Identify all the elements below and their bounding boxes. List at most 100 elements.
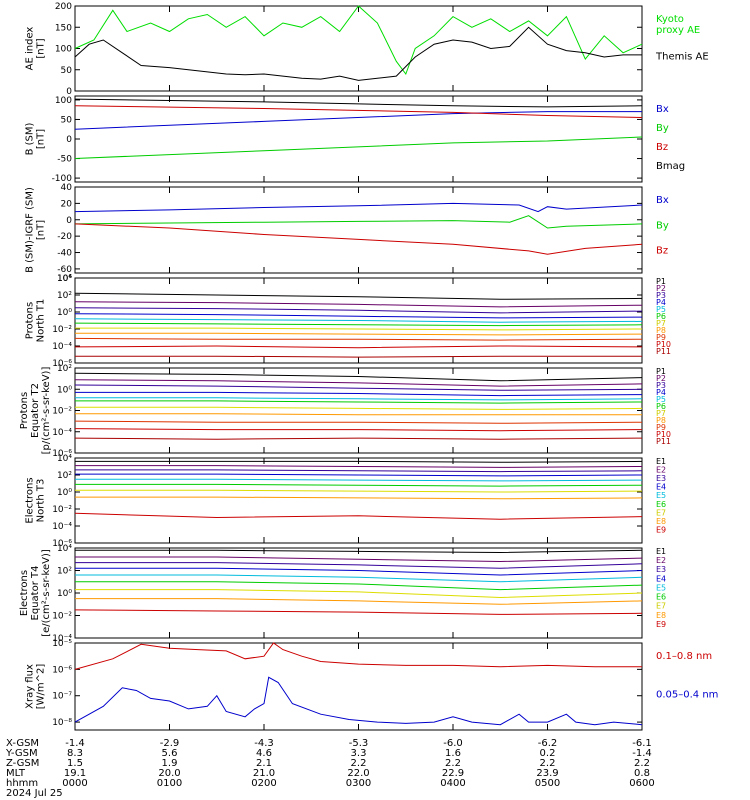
y-tick-label: 10⁻⁵ — [52, 639, 72, 649]
y-tick-label: 150 — [55, 23, 72, 33]
legend-label: Bz — [656, 246, 668, 257]
legend-label: Bx — [656, 195, 669, 206]
legend-label: E3 — [656, 474, 666, 483]
series-line-p9 — [74, 337, 643, 341]
series-line-p4 — [75, 391, 643, 397]
y-axis-label: [e/(cm²-s-sr-keV)] — [41, 549, 52, 637]
footer-cell: 20.0 — [158, 768, 180, 779]
footer-cell: 1.9 — [162, 758, 178, 769]
legend-label: Bz — [656, 142, 668, 153]
footer-cell: 0600 — [629, 778, 654, 789]
legend-label: P10 — [656, 340, 671, 349]
series-line-e7 — [75, 489, 643, 493]
y-tick-label: 100 — [55, 96, 72, 106]
series-line-p7 — [75, 327, 643, 331]
footer-cell: -6.1 — [632, 738, 652, 749]
y-tick-label: 10⁻⁸ — [52, 718, 72, 728]
y-tick-label: 100 — [55, 45, 72, 55]
y-tick-label: -40 — [57, 249, 72, 259]
y-axis-label: Electrons — [25, 477, 36, 523]
footer-row-label: Z-GSM — [6, 758, 39, 769]
series-line-p6 — [74, 322, 643, 327]
panel-bsm: -100 -50 0 50 100 B (SM) [nT] Bx By Bz Bmag — [25, 95, 685, 184]
footer-cell: 0400 — [440, 778, 465, 789]
footer-cell: -1.4 — [65, 738, 85, 749]
legend-label: E4 — [656, 483, 666, 492]
footer-cell: 2.2 — [445, 758, 461, 769]
series-line-e5 — [75, 478, 643, 482]
footer-cell: -6.2 — [538, 738, 558, 749]
panel-en: 10⁴ 10² 10⁰ 10⁻² 10⁻⁴ 10⁻⁶ Electrons North T3 E1… — [25, 454, 667, 549]
footer-row-label: MLT — [6, 768, 26, 779]
legend-label: E8 — [656, 517, 666, 526]
footer-cell: -5.3 — [349, 738, 369, 749]
y-tick-label: 10⁻² — [52, 407, 72, 417]
series-line-e3 — [75, 469, 643, 473]
y-tick-label: 10⁻² — [52, 612, 72, 622]
y-axis-label: B (SM)-IGRF (SM) — [25, 187, 36, 273]
series-line-e1 — [75, 460, 643, 463]
series-line-e8 — [75, 496, 643, 500]
legend-label: E7 — [656, 602, 666, 611]
series-line-p9 — [74, 420, 643, 424]
legend-label: Kyoto — [656, 14, 684, 25]
legend-label: E2 — [656, 466, 666, 475]
legend-label: P2 — [656, 284, 666, 293]
series-line-e2 — [75, 556, 643, 563]
series-line-0.05–0.4-nm — [74, 676, 643, 726]
footer-cell: 2.2 — [634, 758, 650, 769]
y-tick-label: 10⁰ — [57, 589, 72, 599]
legend-label: P4 — [656, 298, 666, 307]
series-line-p4 — [74, 313, 643, 319]
legend-label: E1 — [656, 457, 666, 466]
series-line-e5 — [75, 574, 643, 583]
y-axis-label: Electrons — [19, 570, 30, 616]
legend-label: P1 — [656, 277, 666, 286]
y-tick-label: 10⁻² — [52, 505, 72, 515]
legend-label: E6 — [656, 500, 666, 509]
y-tick-label: 10⁻⁶ — [52, 449, 72, 459]
footer-cell: 0100 — [157, 778, 182, 789]
series-line-p7 — [75, 406, 643, 410]
y-tick-label: -20 — [57, 232, 72, 242]
legend-label: Bx — [656, 104, 669, 115]
legend-label: P4 — [656, 388, 666, 397]
footer-cell: 3.3 — [351, 748, 367, 759]
legend-label: P7 — [656, 409, 666, 418]
panel-frame — [74, 547, 643, 639]
y-axis-label: [W/m^2] — [36, 664, 47, 710]
legend-label: P3 — [656, 381, 666, 390]
series-line-e8 — [75, 598, 643, 605]
footer-cell: 0000 — [62, 778, 87, 789]
y-tick-label: 10⁻⁴ — [52, 428, 72, 438]
footer-cell: -1.4 — [632, 748, 652, 759]
footer-cell: 2.1 — [256, 758, 272, 769]
y-tick-label: -60 — [57, 265, 72, 275]
y-axis-label: [p/(cm²-s-sr-keV)] — [41, 367, 52, 455]
y-tick-label: 10⁻⁶ — [52, 539, 72, 549]
legend-label: P8 — [656, 326, 666, 335]
y-tick-label: 10² — [57, 364, 72, 374]
panel-bigrf: -60 -40 -20 0 20 40 B (SM)-IGRF (SM) [nT] Bx By Bz — [25, 183, 669, 275]
y-tick-label: 200 — [55, 2, 72, 12]
y-axis-label: Protons — [25, 302, 36, 339]
footer-cell: -4.3 — [254, 738, 274, 749]
legend-label: E1 — [656, 547, 666, 556]
y-axis-label: [nT] — [36, 220, 47, 240]
y-tick-label: 10⁴ — [57, 544, 72, 554]
y-axis-label: Equator T2 — [30, 383, 41, 438]
legend-label: Bmag — [656, 161, 685, 172]
y-tick-label: 10⁻⁴ — [52, 522, 72, 532]
y-tick-label: 50 — [61, 115, 73, 125]
legend-label: P6 — [656, 402, 666, 411]
series-line-e4 — [75, 567, 643, 576]
legend-label: E9 — [656, 525, 666, 534]
footer-cell: 2.2 — [540, 758, 556, 769]
y-axis-label: Protons — [19, 392, 30, 429]
legend-label: P5 — [656, 305, 666, 314]
footer-cell: 4.6 — [256, 748, 272, 759]
footer-cell: 21.0 — [253, 768, 275, 779]
